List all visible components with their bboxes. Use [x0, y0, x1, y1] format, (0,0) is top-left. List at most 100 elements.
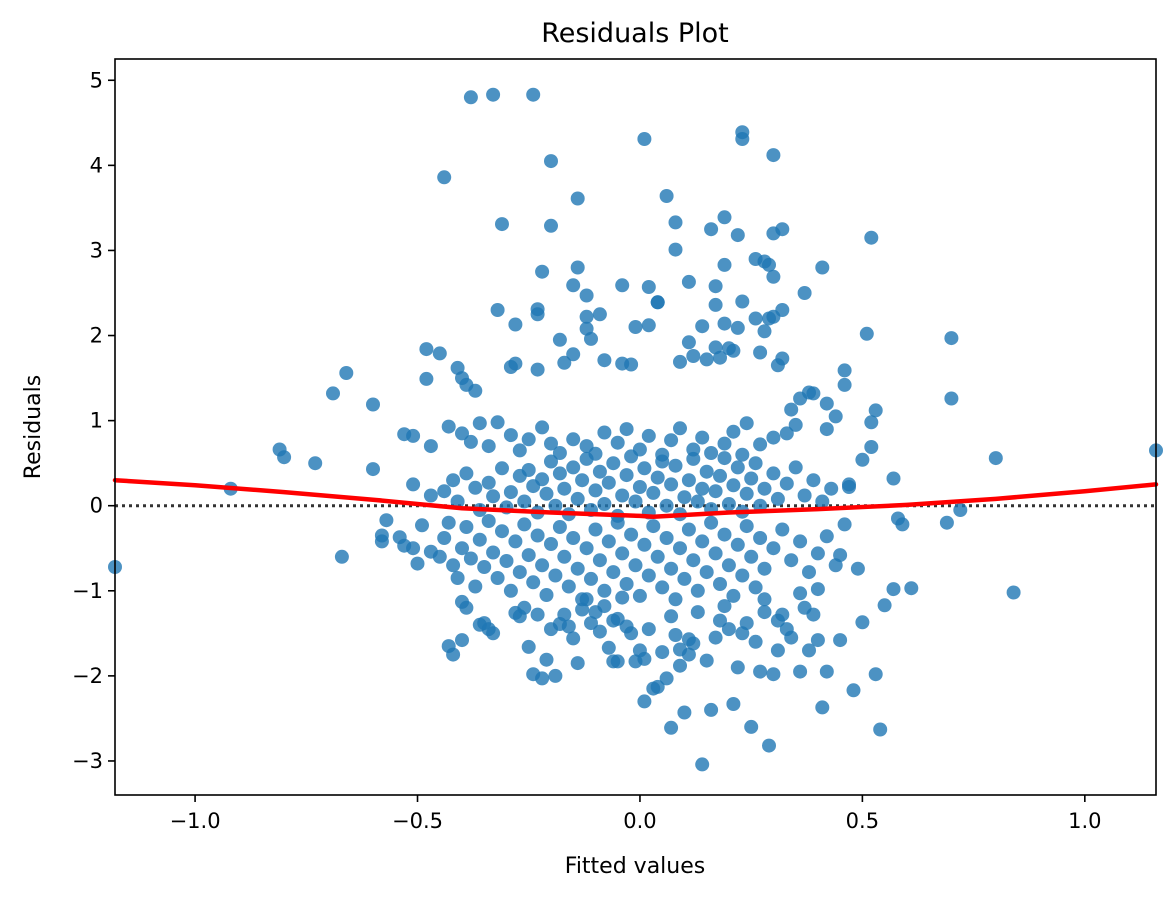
data-point	[757, 561, 772, 576]
data-point	[561, 579, 576, 594]
data-point	[597, 425, 612, 440]
data-point	[748, 580, 763, 595]
data-point	[597, 497, 612, 511]
trend-line-layer	[112, 477, 1159, 520]
data-point	[366, 397, 380, 412]
data-point	[673, 354, 687, 369]
data-point	[668, 215, 683, 230]
data-point	[437, 484, 452, 499]
data-point	[535, 472, 550, 487]
data-point	[517, 517, 532, 532]
data-point	[704, 222, 719, 237]
data-point	[664, 609, 679, 624]
data-point	[988, 451, 1003, 466]
data-point	[944, 331, 959, 346]
y-tick-label: 2	[90, 324, 103, 348]
trend-line	[112, 477, 1159, 520]
data-point	[855, 452, 870, 467]
data-point	[686, 553, 701, 568]
data-point	[686, 349, 701, 363]
data-point	[601, 534, 616, 549]
data-point	[904, 581, 919, 596]
data-point	[690, 494, 705, 509]
data-point	[677, 571, 692, 586]
data-point	[730, 660, 745, 675]
data-point	[628, 558, 643, 573]
data-point	[708, 546, 723, 561]
data-point	[953, 503, 968, 517]
data-point	[503, 485, 518, 500]
data-point	[784, 553, 799, 568]
data-point	[628, 494, 643, 509]
data-point	[379, 513, 394, 528]
data-point	[592, 624, 607, 639]
data-point	[690, 605, 705, 620]
data-point	[606, 456, 621, 471]
data-point	[535, 420, 550, 435]
data-point	[566, 278, 581, 293]
data-point	[717, 210, 732, 225]
data-point	[610, 515, 625, 530]
data-point	[699, 653, 714, 668]
data-point	[762, 738, 776, 753]
data-point	[650, 295, 665, 310]
data-point	[708, 630, 723, 645]
data-point	[655, 580, 670, 595]
data-point	[864, 440, 879, 454]
data-point	[521, 548, 536, 563]
data-point	[753, 664, 768, 679]
data-point	[713, 613, 727, 628]
data-point	[939, 515, 954, 530]
data-point	[833, 548, 848, 563]
data-point	[601, 475, 616, 490]
data-point	[748, 634, 763, 649]
data-point	[535, 264, 550, 279]
data-point	[873, 722, 888, 737]
y-tick-label: −3	[72, 749, 103, 773]
data-point	[624, 626, 639, 641]
data-point	[570, 656, 585, 671]
data-point	[544, 218, 558, 233]
y-tick-label: 4	[90, 153, 103, 177]
data-point	[521, 463, 536, 477]
data-point	[797, 286, 812, 300]
data-point	[1006, 585, 1021, 600]
data-point	[472, 617, 487, 632]
data-point	[472, 532, 487, 547]
data-point	[512, 443, 527, 458]
data-point	[308, 456, 323, 471]
data-point	[468, 383, 483, 398]
data-point	[721, 558, 736, 573]
data-point	[544, 436, 558, 451]
data-point	[833, 633, 848, 648]
data-point	[486, 545, 501, 560]
data-point	[806, 473, 821, 488]
data-point	[561, 619, 576, 634]
data-point	[784, 630, 799, 645]
data-point	[864, 415, 879, 430]
data-point	[837, 517, 852, 532]
data-point	[503, 428, 518, 443]
data-point	[837, 377, 852, 392]
data-point	[739, 616, 754, 631]
data-point	[477, 560, 492, 574]
data-point	[508, 534, 523, 549]
data-point	[579, 592, 594, 607]
data-point	[277, 450, 292, 465]
data-point	[717, 451, 732, 466]
data-point	[762, 257, 776, 272]
data-point	[490, 571, 505, 585]
data-point	[828, 409, 843, 424]
data-point	[597, 583, 612, 598]
data-point	[570, 260, 585, 275]
data-point	[584, 616, 598, 631]
data-point	[566, 531, 581, 545]
data-point	[677, 490, 692, 505]
data-point	[637, 461, 652, 476]
data-point	[664, 720, 679, 735]
data-point	[641, 622, 656, 637]
data-point	[717, 599, 732, 614]
data-point	[597, 353, 612, 368]
data-point	[713, 577, 727, 591]
data-point	[374, 534, 389, 549]
